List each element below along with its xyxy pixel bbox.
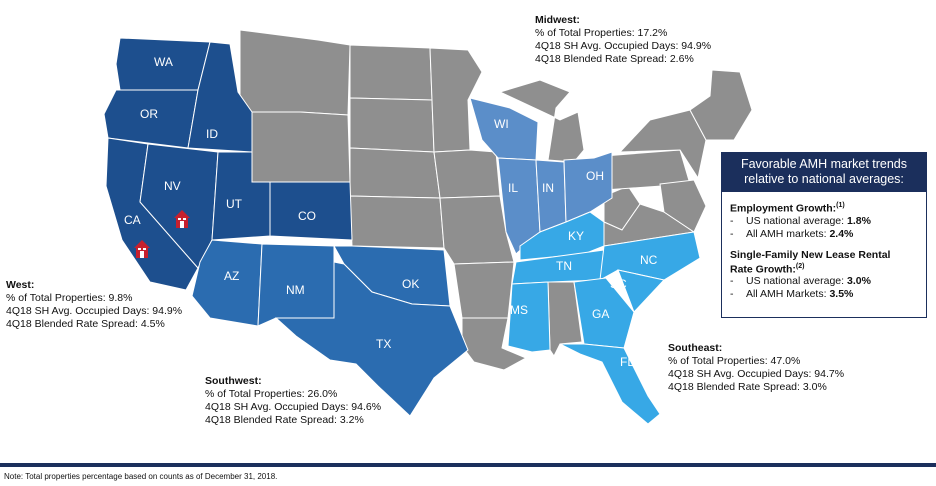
gray-state-ia bbox=[433, 149, 501, 199]
midwest-title: Midwest: bbox=[535, 14, 580, 26]
rent-amh-markets: - All AMH Markets: 3.5% bbox=[730, 288, 854, 300]
state-label-nm: NM bbox=[286, 283, 305, 297]
rent-growth-title: Single-Family New Lease Rental Rate Grow… bbox=[730, 248, 891, 276]
gray-state-mt bbox=[239, 29, 351, 116]
gray-state-nj-md bbox=[659, 179, 707, 233]
region-southeast bbox=[507, 211, 701, 425]
midwest-spread: 4Q18 Blended Rate Spread: 2.6% bbox=[535, 53, 694, 65]
southeast-title: Southeast: bbox=[668, 342, 723, 354]
southwest-info: Southwest: % of Total Properties: 26.0% … bbox=[205, 375, 381, 427]
west-info: West: % of Total Properties: 9.8% 4Q18 S… bbox=[6, 279, 182, 331]
gray-state-ks bbox=[349, 195, 445, 249]
state-label-ms: MS bbox=[510, 303, 528, 317]
state-label-co: CO bbox=[298, 209, 316, 223]
gray-state-ne-england bbox=[689, 69, 753, 141]
state-label-sc: SC bbox=[610, 277, 627, 291]
other-states bbox=[239, 29, 753, 371]
state-label-ca: CA bbox=[124, 213, 141, 227]
state-label-ga: GA bbox=[592, 307, 609, 321]
gray-state-sd bbox=[349, 97, 435, 153]
southwest-spread: 4Q18 Blended Rate Spread: 3.2% bbox=[205, 414, 364, 426]
state-tx[interactable] bbox=[274, 261, 469, 417]
state-label-ky: KY bbox=[568, 229, 584, 243]
southeast-info: Southeast: % of Total Properties: 47.0% … bbox=[668, 342, 844, 394]
state-in[interactable] bbox=[535, 159, 567, 233]
state-label-wa: WA bbox=[154, 55, 173, 69]
region-west bbox=[103, 37, 353, 291]
state-ms[interactable] bbox=[507, 281, 551, 353]
state-label-tn: TN bbox=[556, 259, 572, 273]
gray-state-mn bbox=[429, 47, 483, 153]
state-label-az: AZ bbox=[224, 269, 239, 283]
state-sc[interactable] bbox=[617, 269, 665, 313]
state-fl[interactable] bbox=[559, 343, 661, 425]
west-title: West: bbox=[6, 279, 35, 291]
southeast-occupied: 4Q18 SH Avg. Occupied Days: 94.7% bbox=[668, 368, 845, 380]
state-label-il: IL bbox=[508, 181, 518, 195]
state-label-ok: OK bbox=[402, 277, 419, 291]
state-label-oh: OH bbox=[586, 169, 604, 183]
southwest-title: Southwest: bbox=[205, 375, 262, 387]
southwest-occupied: 4Q18 SH Avg. Occupied Days: 94.6% bbox=[205, 401, 382, 413]
region-southwest bbox=[191, 239, 469, 417]
state-labels: WA OR ID NV CA UT CO AZ NM OK TX WI IL I… bbox=[124, 55, 658, 369]
us-map: WA OR ID NV CA UT CO AZ NM OK TX WI IL I… bbox=[103, 29, 753, 425]
state-label-nc: NC bbox=[640, 253, 658, 267]
employment-amh-markets: - All AMH markets: 2.4% bbox=[730, 227, 854, 240]
employment-growth-title: Employment Growth:(1) bbox=[730, 202, 845, 215]
market-trends-body: Employment Growth:(1) - US national aver… bbox=[722, 192, 926, 301]
state-or[interactable] bbox=[103, 89, 199, 149]
midwest-total: % of Total Properties: 17.2% bbox=[535, 27, 668, 39]
state-label-fl: FL bbox=[620, 355, 634, 369]
state-label-nv: NV bbox=[164, 179, 181, 193]
gray-state-wy bbox=[251, 111, 351, 183]
market-trends-header: Favorable AMH market trends relative to … bbox=[722, 153, 926, 192]
state-label-or: OR bbox=[140, 107, 158, 121]
state-co[interactable] bbox=[269, 181, 353, 241]
state-label-in: IN bbox=[542, 181, 554, 195]
gray-state-nd bbox=[349, 44, 433, 101]
trends-header-line1: Favorable AMH market trends bbox=[740, 157, 908, 171]
southeast-spread: 4Q18 Blended Rate Spread: 3.0% bbox=[668, 381, 827, 393]
trends-header-line2: relative to national averages: bbox=[744, 172, 904, 186]
region-midwest bbox=[469, 97, 613, 255]
state-ky[interactable] bbox=[519, 211, 605, 261]
house-icon bbox=[174, 210, 190, 228]
gray-state-ne bbox=[349, 147, 441, 199]
market-trends-box: Favorable AMH market trends relative to … bbox=[721, 152, 927, 318]
midwest-occupied: 4Q18 SH Avg. Occupied Days: 94.9% bbox=[535, 40, 712, 52]
footnote: Note: Total properties percentage based … bbox=[4, 472, 278, 481]
midwest-info: Midwest: % of Total Properties: 17.2% 4Q… bbox=[535, 14, 711, 66]
footer-divider bbox=[0, 463, 936, 467]
state-label-tx: TX bbox=[376, 337, 391, 351]
state-label-wi: WI bbox=[494, 117, 509, 131]
southeast-total: % of Total Properties: 47.0% bbox=[668, 355, 801, 367]
gray-state-mi bbox=[498, 79, 585, 163]
southwest-total: % of Total Properties: 26.0% bbox=[205, 388, 338, 400]
west-spread: 4Q18 Blended Rate Spread: 4.5% bbox=[6, 318, 165, 330]
state-label-ut: UT bbox=[226, 197, 243, 211]
employment-us-average: - US national average: 1.8% bbox=[730, 214, 871, 227]
house-icon bbox=[134, 240, 150, 258]
state-ga[interactable] bbox=[573, 277, 635, 349]
west-total: % of Total Properties: 9.8% bbox=[6, 292, 133, 304]
gray-state-ar bbox=[453, 261, 515, 319]
rent-us-average: - US national average: 3.0% bbox=[730, 275, 871, 287]
west-occupied: 4Q18 SH Avg. Occupied Days: 94.9% bbox=[6, 305, 183, 317]
state-id[interactable] bbox=[187, 41, 253, 153]
state-label-id: ID bbox=[206, 127, 218, 141]
